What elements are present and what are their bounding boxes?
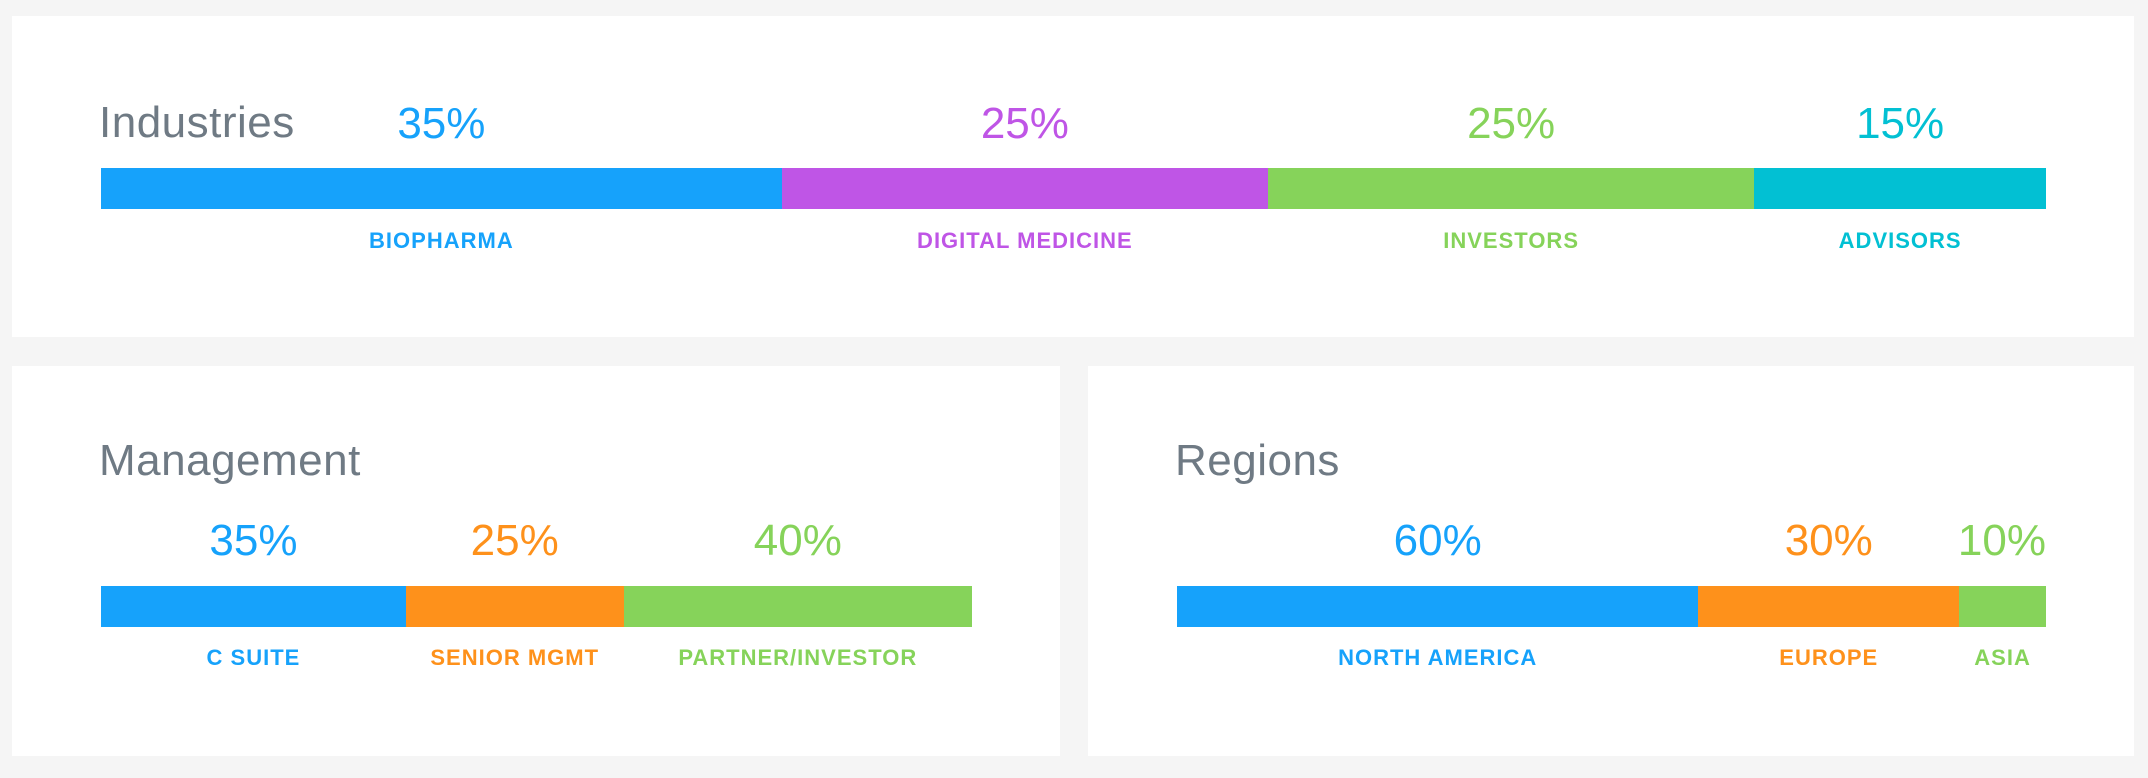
regions-card: Regions 60% NORTH AMERICA 30% EUROPE 10% ASIA	[1088, 366, 2134, 756]
management-card: Management 35% C SUITE 25% SENIOR MGMT 40% PA…	[12, 366, 1060, 756]
value-label-digital-medicine: 25%	[980, 99, 1069, 148]
category-label-digital-medicine: DIGITAL MEDICINE	[917, 228, 1133, 253]
industries-bar	[101, 168, 2046, 209]
category-label-biopharma: BIOPHARMA	[369, 228, 514, 253]
management-chart: 35% C SUITE 25% SENIOR MGMT 40% PARTNER/INVES…	[101, 366, 972, 756]
bar-segment-partner-investor	[623, 586, 972, 627]
regions-chart: 60% NORTH AMERICA 30% EUROPE 10% ASIA	[1177, 366, 2046, 756]
bar-segment-c-suite	[101, 586, 406, 627]
industries-title: Industries	[99, 98, 295, 147]
category-label-c-suite: C SUITE	[206, 645, 301, 670]
category-label-senior-mgmt: SENIOR MGMT	[430, 645, 600, 670]
regions-title: Regions	[1175, 436, 1340, 485]
management-title: Management	[99, 436, 361, 485]
value-label-partner-investor: 40%	[753, 516, 842, 565]
bar-segment-north-america	[1177, 586, 1699, 627]
value-label-biopharma: 35%	[397, 99, 486, 148]
bar-segment-biopharma	[101, 168, 782, 209]
bar-segment-advisors	[1754, 168, 2046, 209]
value-label-senior-mgmt: 25%	[470, 516, 559, 565]
category-label-partner-investor: PARTNER/INVESTOR	[678, 645, 918, 670]
value-label-asia: 10%	[1957, 516, 2046, 565]
value-label-advisors: 15%	[1856, 99, 1945, 148]
category-label-advisors: ADVISORS	[1838, 228, 1962, 253]
bar-segment-asia	[1959, 586, 2046, 627]
category-label-investors: INVESTORS	[1443, 228, 1579, 253]
category-label-asia: ASIA	[1974, 645, 2031, 670]
industries-card: Industries 35% BIOPHARMA 25% DIGITAL MEDICI…	[12, 16, 2134, 337]
industries-chart: 35% BIOPHARMA 25% DIGITAL MEDICINE 25% INVEST…	[101, 16, 2046, 337]
value-label-investors: 25%	[1467, 99, 1556, 148]
category-label-north-america: NORTH AMERICA	[1338, 645, 1538, 670]
category-label-europe: EUROPE	[1779, 645, 1879, 670]
value-label-c-suite: 35%	[209, 516, 298, 565]
bar-segment-senior-mgmt	[405, 586, 624, 627]
bar-segment-digital-medicine	[781, 168, 1268, 209]
value-label-europe: 30%	[1784, 516, 1873, 565]
regions-bar	[1177, 586, 2046, 627]
bar-segment-investors	[1268, 168, 1755, 209]
bar-segment-europe	[1698, 586, 1960, 627]
value-label-north-america: 60%	[1393, 516, 1482, 565]
management-bar	[101, 586, 972, 627]
